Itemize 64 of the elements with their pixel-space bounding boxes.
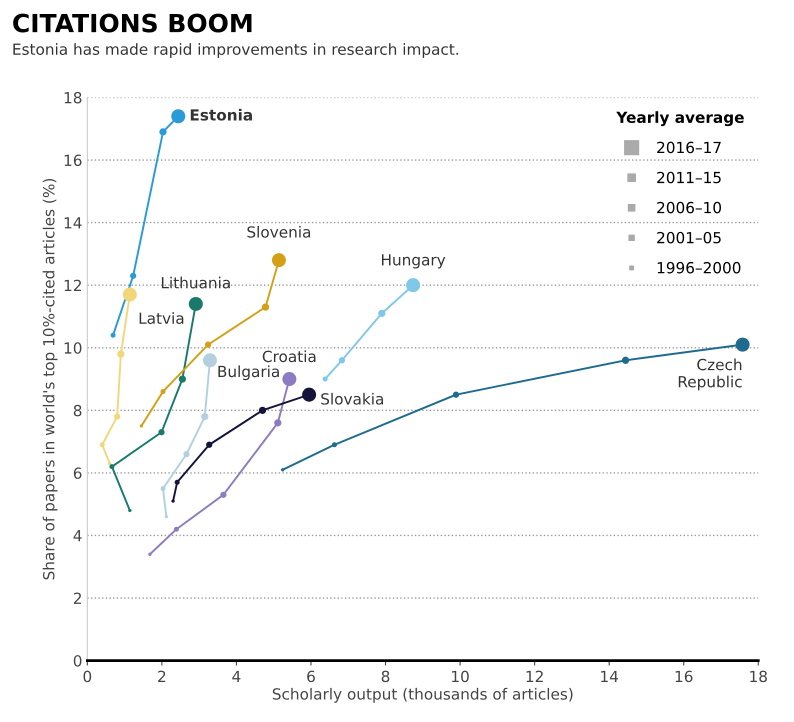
annotation: 2011–15 (657, 172, 721, 184)
point (100, 442, 105, 448)
series-label: Czech Republic (678, 358, 742, 390)
point (174, 480, 180, 485)
y-axis-title: Share of papers in world's top 10%-cited articles (%) (42, 178, 58, 580)
point (258, 406, 266, 414)
annotation: 2006–10 (657, 202, 722, 214)
y-tick-label: 12 (64, 280, 81, 291)
x-tick-label: 8 (382, 670, 390, 682)
point (201, 412, 208, 420)
x-tick-label: 14 (601, 670, 618, 682)
y-tick-label: 8 (74, 404, 82, 416)
point (262, 303, 270, 311)
y-tick-label: 14 (64, 217, 82, 228)
annotation: 1996–2000 (658, 262, 740, 274)
point (274, 419, 282, 426)
y-tick-label: 16 (64, 154, 82, 166)
series-label: Hungary (382, 254, 446, 269)
point (205, 342, 212, 348)
series-label: Estonia (190, 108, 252, 121)
series-label: Bulgaria (218, 365, 279, 380)
legend-title: Yearly average (616, 111, 744, 126)
point (220, 492, 226, 498)
x-tick-label: 10 (452, 670, 469, 682)
point (332, 442, 337, 448)
chart-subtitle: Estonia has made rapid improvements in research impact. (13, 43, 458, 58)
x-tick-label: 12 (526, 670, 543, 682)
annotation: 2016–17 (657, 142, 721, 154)
point (159, 128, 167, 136)
point (338, 357, 346, 364)
series-label: Latvia (140, 312, 184, 324)
point (160, 389, 166, 394)
point (622, 356, 630, 364)
y-tick-label: 4 (74, 530, 82, 542)
x-tick-label: 16 (676, 670, 692, 682)
point (160, 486, 166, 492)
series-label: Lithuania (162, 276, 230, 288)
point (109, 464, 114, 470)
point (174, 526, 179, 532)
point (130, 272, 136, 279)
x-tick-label: 2 (158, 670, 166, 682)
x-tick-label: 0 (83, 670, 92, 682)
y-tick-label: 6 (74, 467, 82, 479)
y-tick-label: 18 (64, 92, 82, 104)
x-tick-label: 6 (307, 670, 315, 682)
series-label: Croatia (262, 350, 316, 362)
y-tick-label: 10 (64, 342, 82, 354)
y-tick-label: 2 (74, 592, 81, 604)
annotation: 2001–05 (657, 232, 721, 244)
point (183, 451, 190, 458)
chart-title: CITATIONS BOOM (13, 14, 252, 33)
point (206, 442, 212, 448)
series-label: Slovenia (247, 226, 310, 238)
x-axis-title: Scholarly output (thousands of articles) (272, 688, 572, 703)
point (114, 413, 120, 420)
point (158, 429, 165, 436)
point (378, 310, 386, 317)
point (117, 350, 124, 358)
x-tick-label: 18 (750, 670, 767, 682)
y-tick-label: 0 (74, 655, 82, 667)
series-label: Slovakia (321, 392, 383, 405)
x-tick-label: 4 (232, 670, 240, 682)
point (178, 375, 186, 383)
point (452, 392, 460, 398)
